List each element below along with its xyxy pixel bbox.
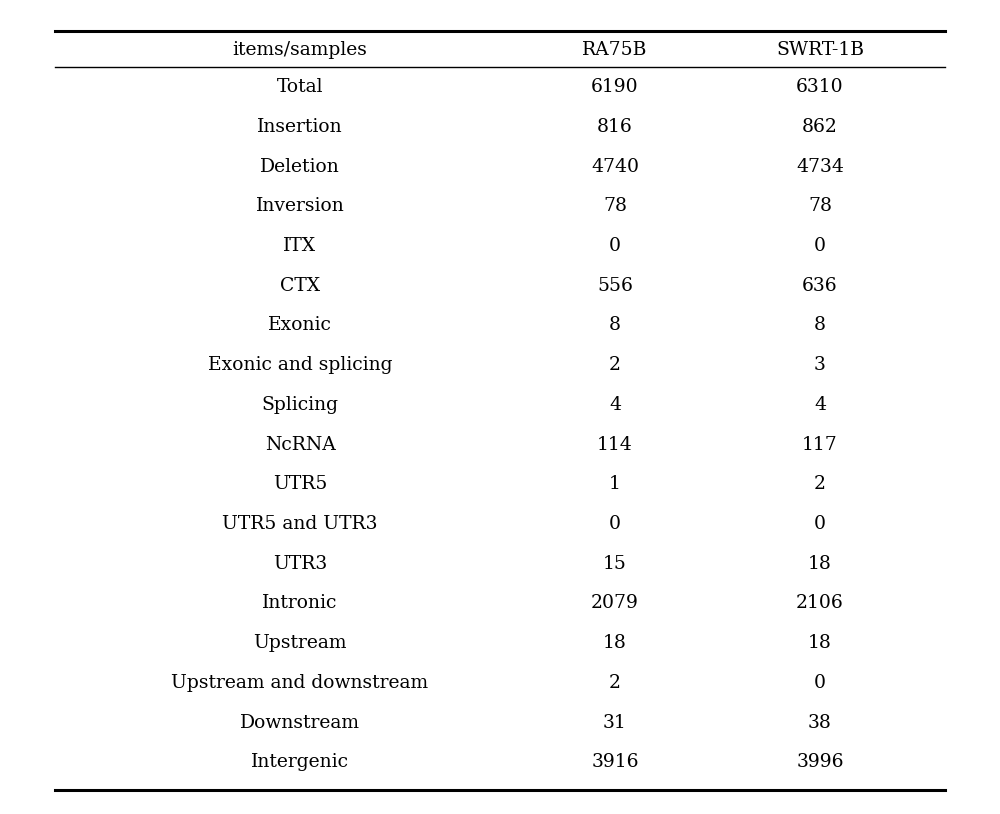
Text: Downstream: Downstream — [240, 714, 360, 732]
Text: 117: 117 — [802, 435, 838, 453]
Text: UTR3: UTR3 — [273, 555, 327, 573]
Text: 6310: 6310 — [796, 78, 844, 96]
Text: 636: 636 — [802, 277, 838, 295]
Text: CTX: CTX — [280, 277, 320, 295]
Text: 2106: 2106 — [796, 594, 844, 612]
Text: 4: 4 — [609, 396, 621, 414]
Text: 0: 0 — [814, 674, 826, 692]
Text: 0: 0 — [814, 237, 826, 255]
Text: Insertion: Insertion — [257, 118, 343, 136]
Text: Exonic and splicing: Exonic and splicing — [208, 357, 392, 374]
Text: items/samples: items/samples — [233, 42, 367, 59]
Text: NcRNA: NcRNA — [265, 435, 335, 453]
Text: Upstream: Upstream — [253, 634, 347, 652]
Text: 1: 1 — [609, 475, 621, 493]
Text: Upstream and downstream: Upstream and downstream — [171, 674, 429, 692]
Text: 0: 0 — [609, 237, 621, 255]
Text: 4740: 4740 — [591, 158, 639, 176]
Text: 862: 862 — [802, 118, 838, 136]
Text: UTR5: UTR5 — [273, 475, 327, 493]
Text: Exonic: Exonic — [268, 317, 332, 335]
Text: Deletion: Deletion — [260, 158, 340, 176]
Text: 0: 0 — [814, 515, 826, 533]
Text: RA75B: RA75B — [582, 42, 648, 59]
Text: 8: 8 — [609, 317, 621, 335]
Text: 4: 4 — [814, 396, 826, 414]
Text: 816: 816 — [597, 118, 633, 136]
Text: 4734: 4734 — [796, 158, 844, 176]
Text: 6190: 6190 — [591, 78, 639, 96]
Text: Total: Total — [277, 78, 323, 96]
Text: 38: 38 — [808, 714, 832, 732]
Text: 3996: 3996 — [796, 754, 844, 772]
Text: Intergenic: Intergenic — [251, 754, 349, 772]
Text: 2079: 2079 — [591, 594, 639, 612]
Text: 2: 2 — [609, 357, 621, 374]
Text: ITX: ITX — [283, 237, 317, 255]
Text: SWRT-1B: SWRT-1B — [776, 42, 864, 59]
Text: 18: 18 — [603, 634, 627, 652]
Text: Inversion: Inversion — [256, 197, 344, 215]
Text: 0: 0 — [609, 515, 621, 533]
Text: 18: 18 — [808, 634, 832, 652]
Text: 556: 556 — [597, 277, 633, 295]
Text: 114: 114 — [597, 435, 633, 453]
Text: 8: 8 — [814, 317, 826, 335]
Text: Intronic: Intronic — [262, 594, 338, 612]
Text: 78: 78 — [603, 197, 627, 215]
Text: UTR5 and UTR3: UTR5 and UTR3 — [222, 515, 378, 533]
Text: 2: 2 — [814, 475, 826, 493]
Text: 2: 2 — [609, 674, 621, 692]
Text: 3916: 3916 — [591, 754, 639, 772]
Text: 31: 31 — [603, 714, 627, 732]
Text: 15: 15 — [603, 555, 627, 573]
Text: 18: 18 — [808, 555, 832, 573]
Text: 3: 3 — [814, 357, 826, 374]
Text: Splicing: Splicing — [262, 396, 338, 414]
Text: 78: 78 — [808, 197, 832, 215]
